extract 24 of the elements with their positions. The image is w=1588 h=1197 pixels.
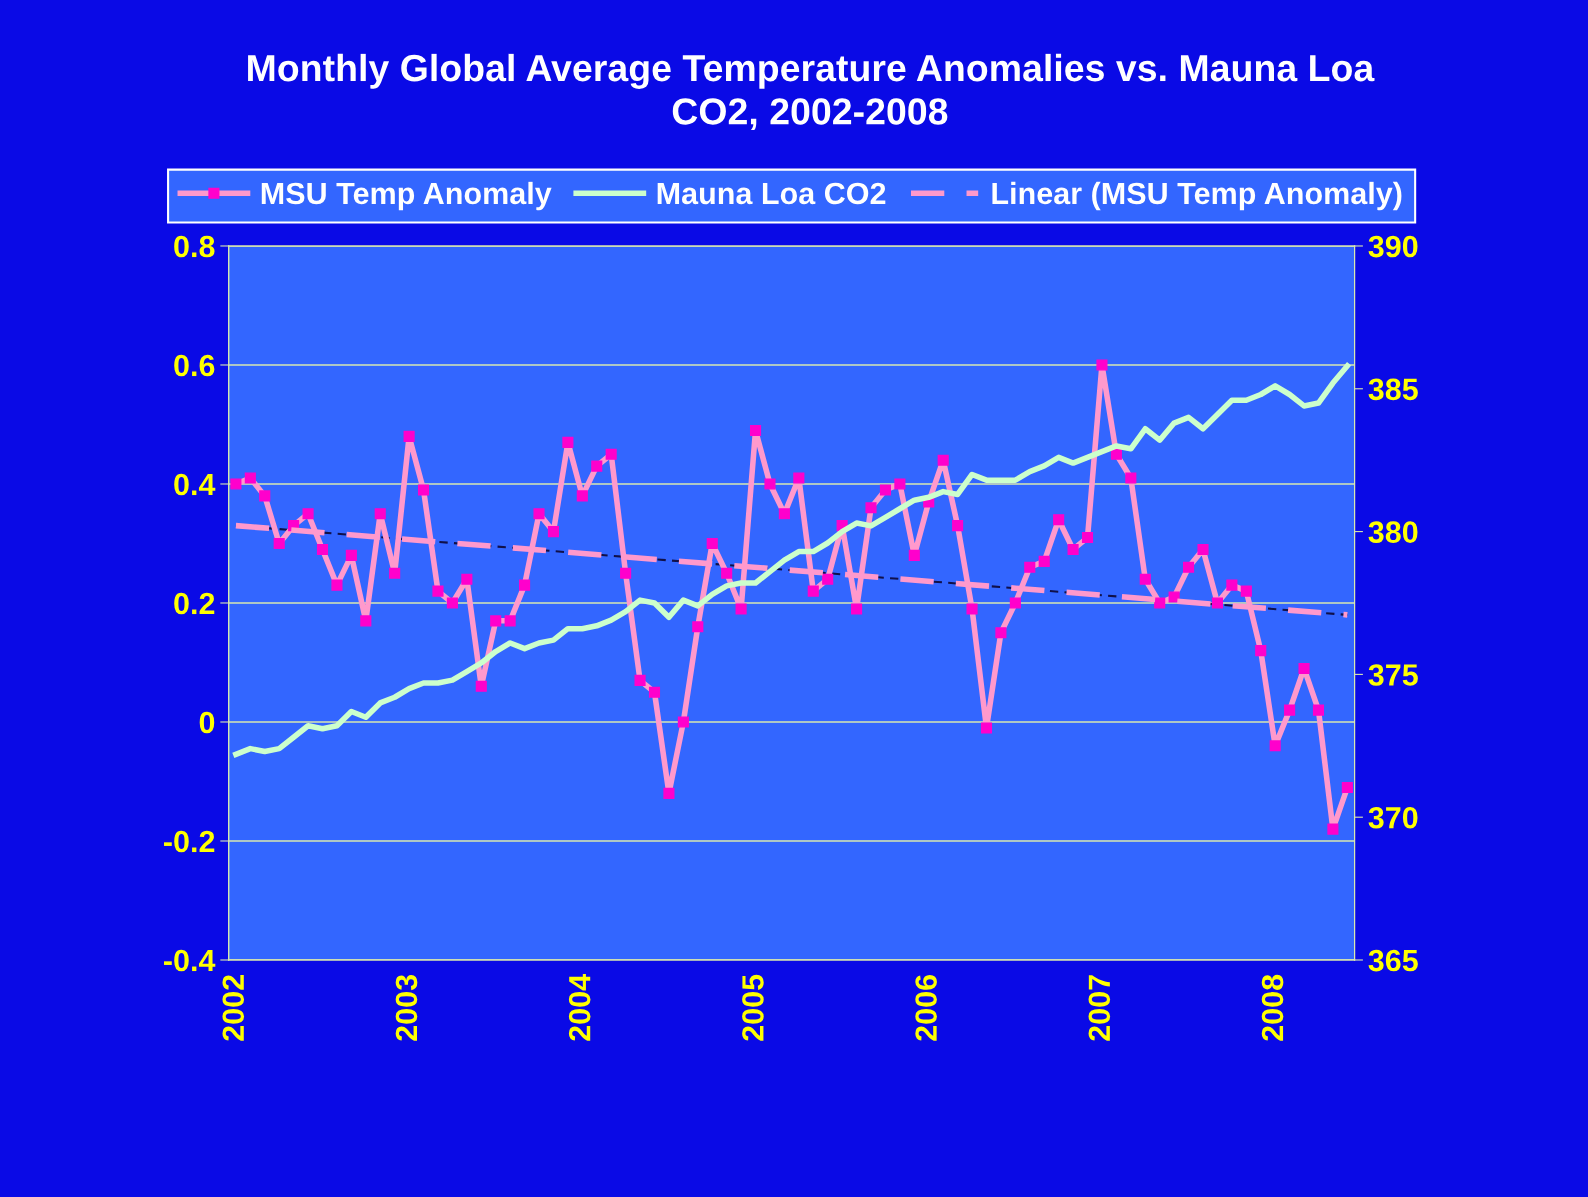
- x-tick-label: 2004: [568, 974, 591, 1041]
- x-tick-label: 2002: [222, 975, 245, 1041]
- y2-tick-label: 365: [1368, 949, 1418, 972]
- y2-tick-label: 370: [1368, 806, 1418, 829]
- x-tick-label: 2005: [742, 974, 764, 1041]
- chart-title: Monthly Global Average Temperature Anomalies vs. Mauna Loa CO2, 2002-2008: [248, 53, 1375, 131]
- x-tick-label: 2006: [915, 974, 937, 1041]
- x-tick-label: 2008: [1261, 974, 1284, 1041]
- y2-tick-label: 380: [1368, 521, 1418, 543]
- y2-tick-label: 390: [1368, 235, 1418, 258]
- y-tick-label: 0.2: [174, 592, 215, 615]
- y-tick-label: -0.4: [164, 949, 216, 972]
- legend-label: Mauna Loa CO2: [657, 182, 886, 205]
- legend-label: Linear (MSU Temp Anomaly): [992, 181, 1402, 211]
- y2-tick-label: 385: [1368, 378, 1418, 401]
- y2-tick-label: 375: [1368, 664, 1418, 686]
- y-tick-label: 0.6: [174, 354, 215, 377]
- y-tick-label: 0.8: [174, 235, 215, 258]
- x-tick-label: 2007: [1088, 975, 1111, 1041]
- y-tick-label: 0.4: [174, 473, 216, 496]
- y-tick-label: -0.2: [164, 830, 215, 853]
- x-tick-label: 2003: [395, 974, 418, 1041]
- legend-label: MSU Temp Anomaly: [261, 181, 552, 211]
- y-tick-label: 0: [199, 711, 215, 734]
